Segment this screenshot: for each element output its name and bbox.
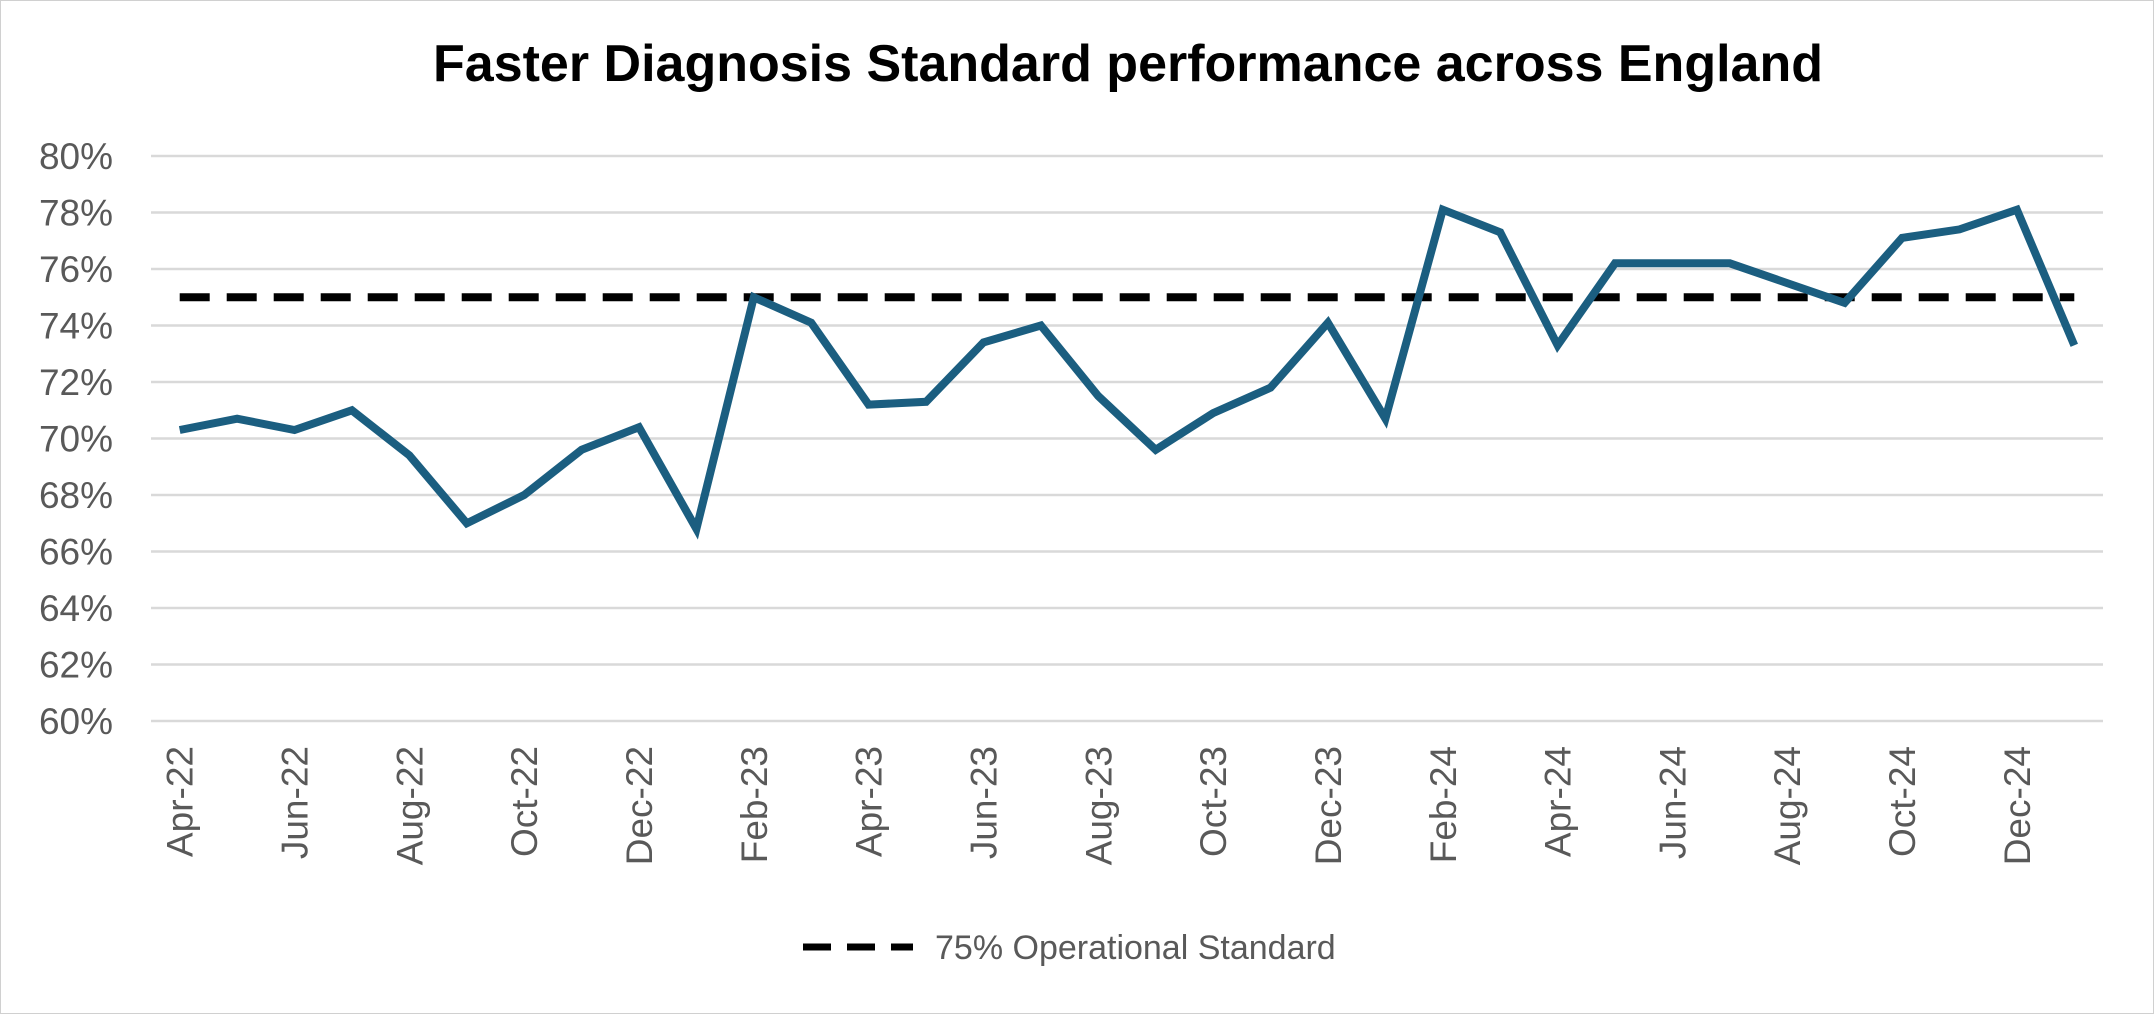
y-tick-label: 62% [39, 645, 113, 686]
x-tick-label: Oct-24 [1882, 746, 1923, 857]
x-tick-label: Apr-22 [160, 746, 201, 857]
y-tick-label: 80% [39, 136, 113, 177]
gridlines [151, 156, 2103, 721]
y-tick-label: 60% [39, 701, 113, 742]
y-tick-label: 64% [39, 588, 113, 629]
fds-performance-line [180, 210, 2075, 529]
x-tick-label: Jun-22 [275, 746, 316, 859]
y-tick-label: 76% [39, 249, 113, 290]
x-tick-label: Feb-23 [734, 746, 775, 863]
x-tick-label: Apr-23 [849, 746, 890, 857]
chart-title: Faster Diagnosis Standard performance ac… [433, 35, 1823, 93]
y-tick-label: 70% [39, 419, 113, 460]
x-tick-label: Dec-23 [1308, 746, 1349, 865]
x-tick-label: Feb-24 [1423, 746, 1464, 863]
legend: 75% Operational Standard [803, 929, 1336, 967]
x-axis-ticks: Apr-22 Jun-22 Aug-22 Oct-22 Dec-22 Feb-23 Apr-… [160, 746, 2038, 865]
y-tick-label: 66% [39, 532, 113, 573]
y-tick-label: 72% [39, 362, 113, 403]
y-tick-label: 68% [39, 475, 113, 516]
x-tick-label: Apr-24 [1538, 746, 1579, 857]
x-tick-label: Aug-22 [389, 746, 430, 865]
series-layer [180, 210, 2075, 529]
x-tick-label: Aug-23 [1078, 746, 1119, 865]
x-tick-label: Dec-24 [1997, 746, 2038, 865]
x-tick-label: Jun-23 [963, 746, 1004, 859]
x-tick-label: Oct-23 [1193, 746, 1234, 857]
x-tick-label: Oct-22 [504, 746, 545, 857]
x-tick-label: Dec-22 [619, 746, 660, 865]
y-tick-label: 78% [39, 193, 113, 234]
y-tick-label: 74% [39, 306, 113, 347]
x-tick-label: Aug-24 [1767, 746, 1808, 865]
y-axis-ticks: 60% 62% 64% 66% 68% 70% 72% 74% 76% 78% 80% [39, 136, 113, 742]
x-tick-label: Jun-24 [1652, 746, 1693, 859]
legend-label-operational-standard: 75% Operational Standard [935, 929, 1336, 967]
